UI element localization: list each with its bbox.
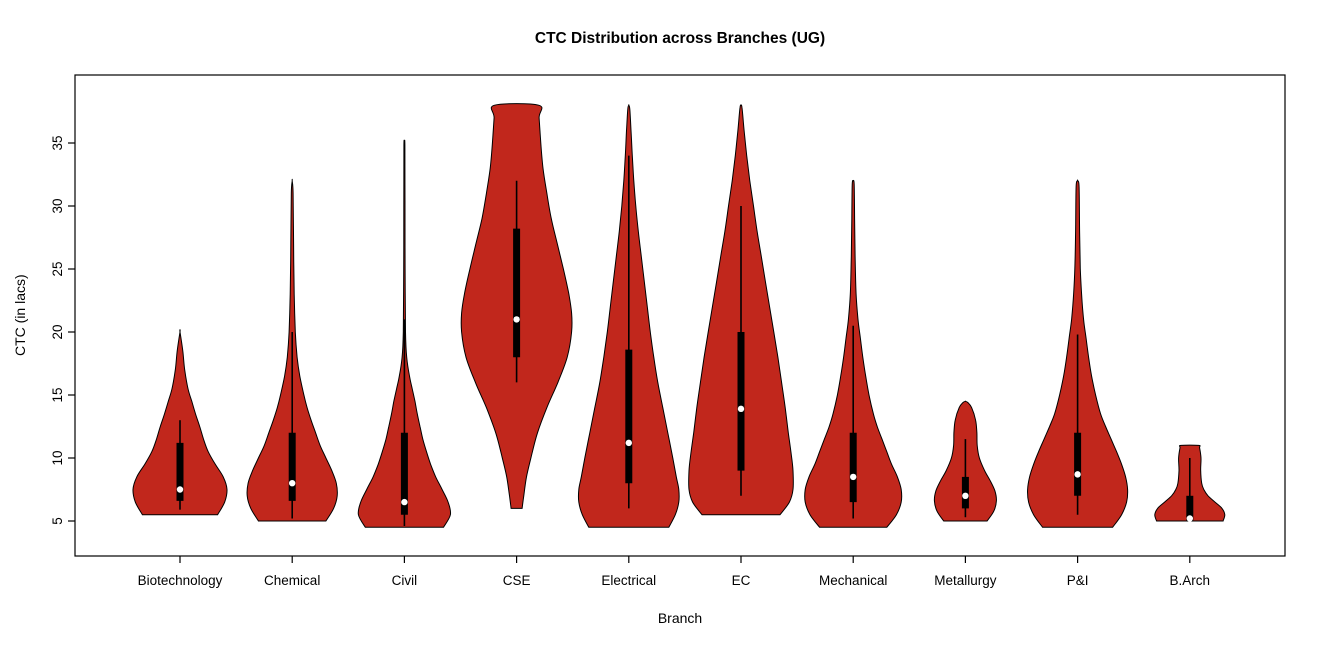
x-tick-label: Biotechnology [138,573,223,588]
x-tick-label: Metallurgy [934,573,997,588]
y-tick-label: 30 [50,198,65,213]
x-tick-label: B.Arch [1170,573,1211,588]
median-dot-cse [513,316,520,323]
median-dot-civil [401,498,408,506]
median-dot-mechanical [850,473,857,481]
x-tick-label: Civil [392,573,418,588]
median-dot-chemical [289,480,296,487]
x-tick-label: EC [732,573,751,588]
x-tick-label: CSE [503,573,531,588]
y-tick-label: 20 [50,324,65,339]
y-tick-label: 15 [50,387,65,402]
x-tick-label: Electrical [601,573,656,588]
median-dot-ec [737,405,745,413]
y-tick-label: 10 [50,450,65,465]
x-axis-label: Branch [657,610,703,626]
median-dot-electrical [625,439,632,447]
median-dot-b-arch [1186,515,1194,522]
y-axis-label: CTC (in lacs) [12,274,28,357]
y-tick-label: 35 [50,135,65,150]
plot-border [74,74,1286,557]
median-dot-biotechnology [176,486,184,493]
y-tick-label: 25 [50,261,65,276]
x-tick-label: Mechanical [819,573,887,588]
x-tick-label: Chemical [264,573,320,588]
median-dot-metallurgy [962,492,969,499]
x-tick-label: P&I [1067,573,1089,588]
y-tick-label: 5 [50,517,65,525]
median-dot-p-i [1074,471,1081,478]
chart-title: CTC Distribution across Branches (UG) [534,30,826,47]
